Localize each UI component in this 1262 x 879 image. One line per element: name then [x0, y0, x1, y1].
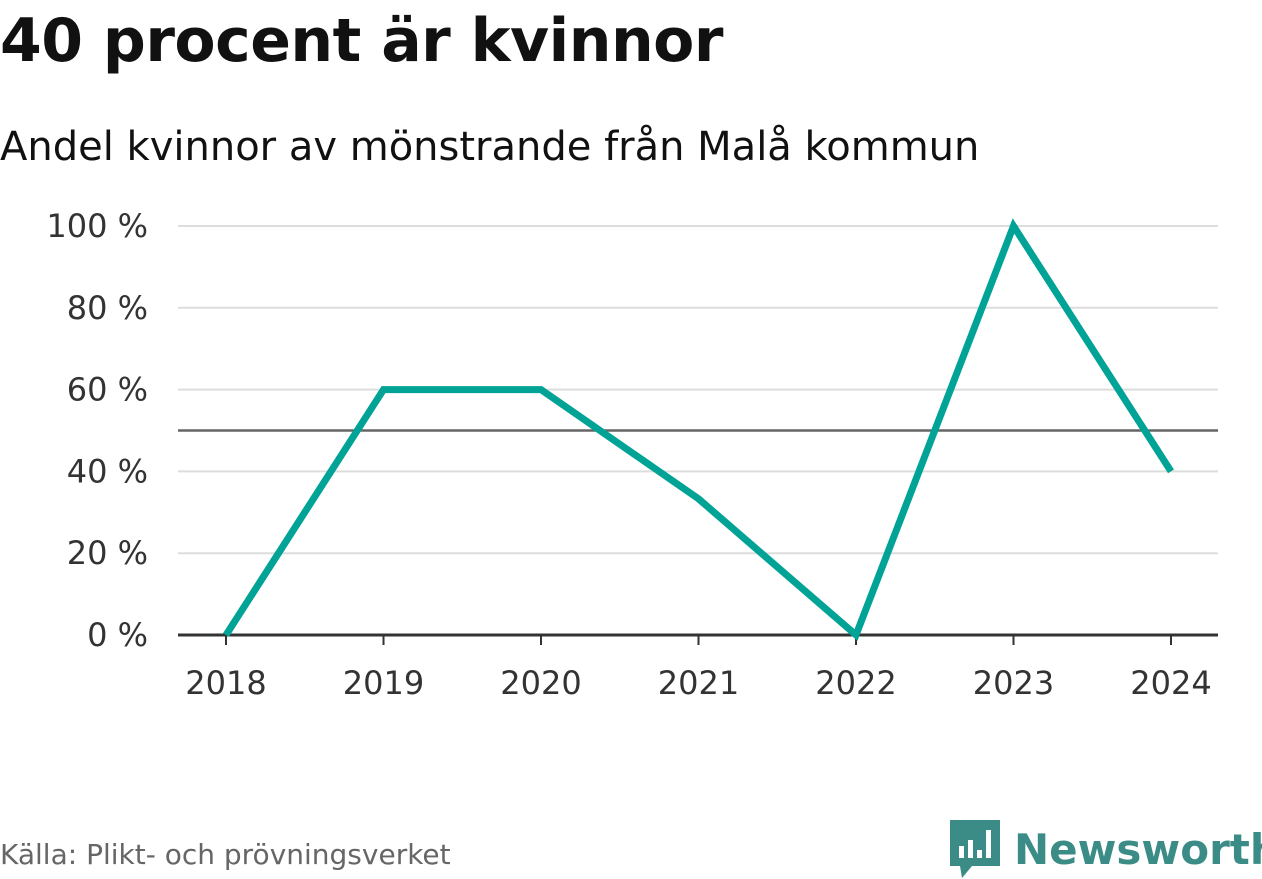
x-tick-label: 2021	[658, 664, 739, 702]
y-tick-label: 40 %	[67, 452, 148, 490]
x-tick-label: 2024	[1130, 664, 1211, 702]
bar-chart-icon	[950, 820, 1000, 878]
y-tick-label: 0 %	[87, 616, 148, 654]
brand-name: Newsworthy	[1014, 824, 1262, 874]
x-tick-label: 2023	[973, 664, 1054, 702]
chart-subtitle: Andel kvinnor av mönstrande från Malå ko…	[0, 124, 980, 170]
chart-title: 40 procent är kvinnor	[0, 6, 723, 76]
y-tick-label: 100 %	[46, 207, 148, 245]
x-tick-label: 2022	[815, 664, 896, 702]
x-tick-label: 2019	[343, 664, 424, 702]
y-tick-label: 20 %	[67, 534, 148, 572]
y-tick-label: 80 %	[67, 289, 148, 327]
source-note: Källa: Plikt- och prövningsverket	[0, 838, 451, 871]
newsworthy-logo: Newsworthy	[950, 820, 1262, 878]
x-tick-label: 2018	[185, 664, 266, 702]
x-tick-label: 2020	[500, 664, 581, 702]
y-tick-label: 60 %	[67, 371, 148, 409]
